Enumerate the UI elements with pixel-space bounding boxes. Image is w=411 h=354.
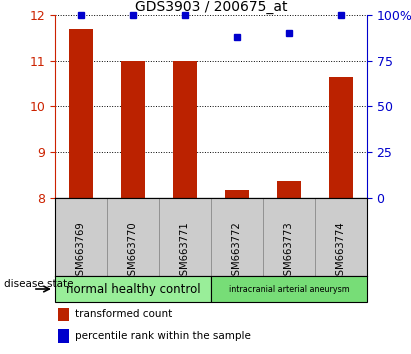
Bar: [329, 77, 353, 198]
Bar: [173, 61, 196, 198]
Bar: [55, 276, 211, 302]
Bar: [58, 329, 69, 343]
Text: percentile rank within the sample: percentile rank within the sample: [75, 331, 251, 341]
Text: transformed count: transformed count: [75, 309, 173, 319]
Title: GDS3903 / 200675_at: GDS3903 / 200675_at: [135, 0, 287, 14]
Bar: [69, 29, 93, 198]
Bar: [225, 190, 249, 198]
Text: intracranial arterial aneurysm: intracranial arterial aneurysm: [229, 285, 349, 293]
Bar: [211, 276, 367, 302]
Text: disease state: disease state: [4, 279, 74, 289]
Bar: [277, 181, 300, 198]
Bar: [58, 308, 69, 321]
Text: normal healthy control: normal healthy control: [66, 282, 200, 296]
Bar: [121, 61, 145, 198]
